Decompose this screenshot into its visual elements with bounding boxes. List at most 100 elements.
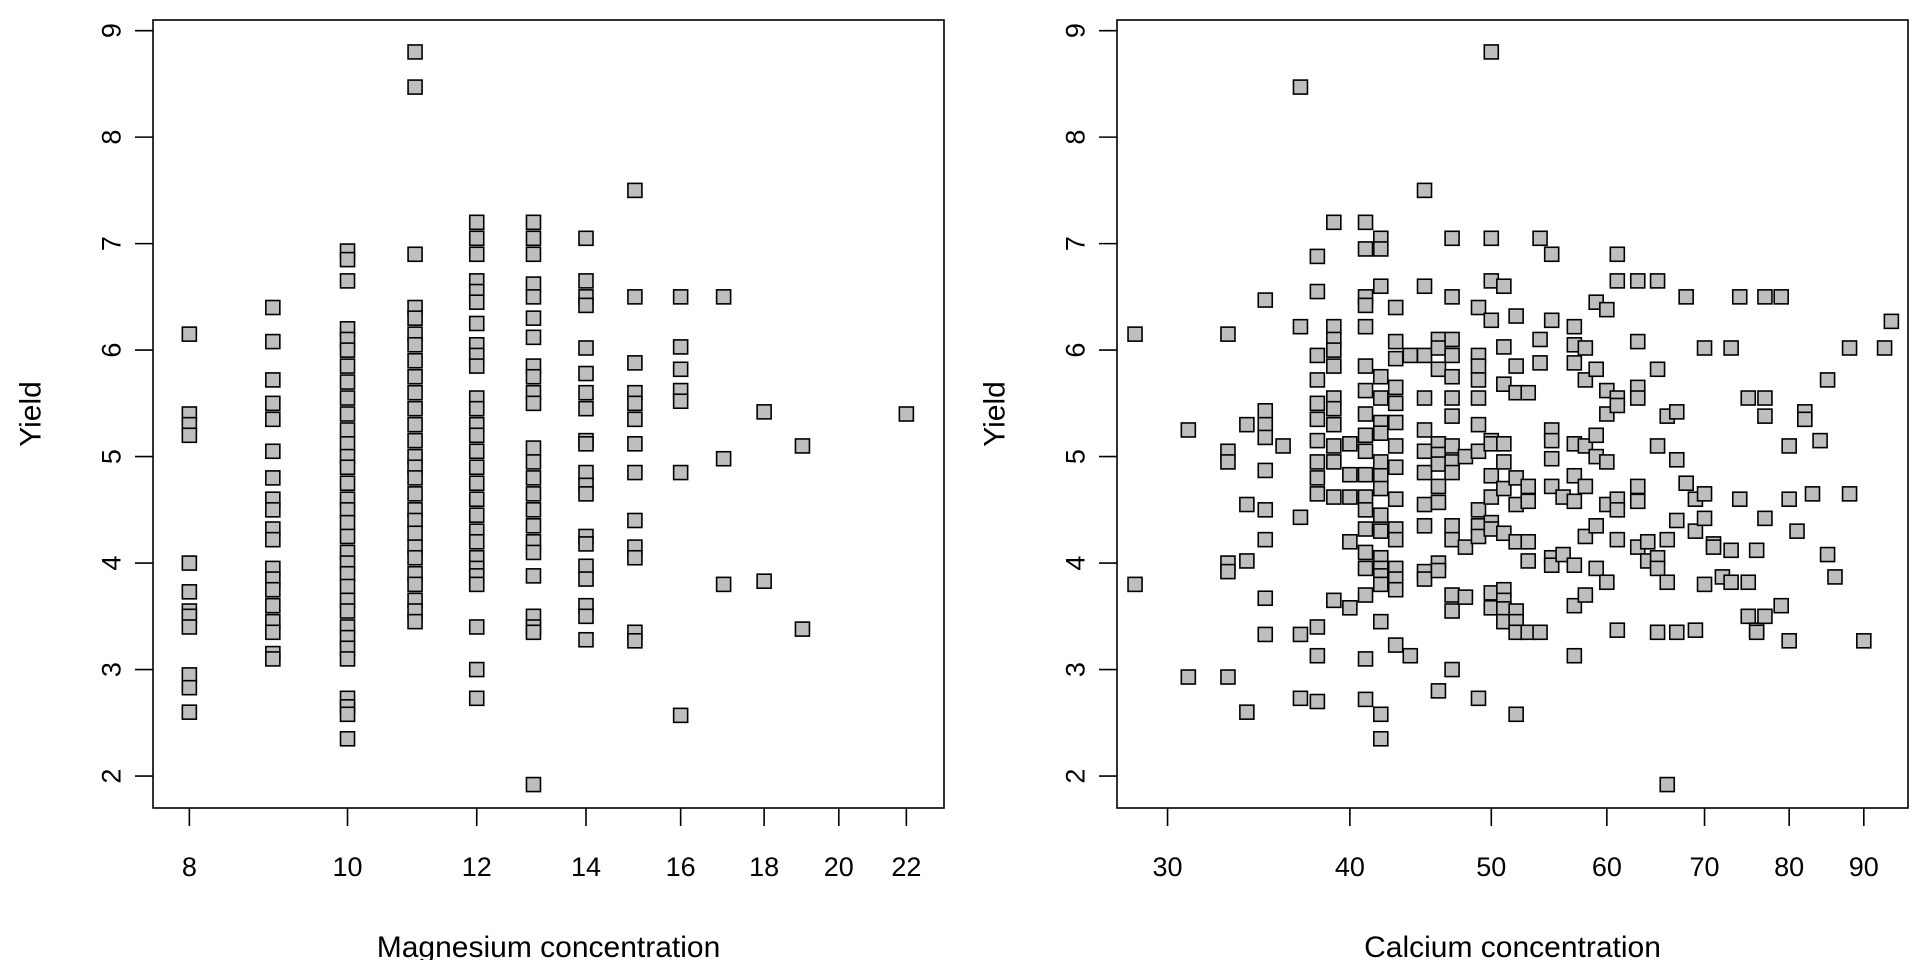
data-point	[1470, 690, 1487, 707]
data-point	[525, 395, 542, 412]
data-point	[525, 518, 542, 534]
data-point	[1292, 79, 1309, 95]
data-point	[1819, 546, 1836, 563]
data-point	[1357, 241, 1374, 257]
data-point	[1496, 339, 1512, 355]
data-point	[1532, 331, 1548, 348]
data-point	[1326, 416, 1342, 433]
x-axis: 8 10 12 14 16 18 20 22	[182, 808, 921, 882]
data-point	[1457, 589, 1474, 605]
data-point	[1457, 539, 1474, 555]
data-point	[1309, 470, 1326, 486]
data-point	[1496, 278, 1512, 295]
data-point	[1520, 493, 1537, 510]
data-point	[1220, 563, 1236, 580]
data-point	[1239, 553, 1255, 569]
data-point	[1430, 562, 1447, 579]
data-point	[1357, 318, 1374, 335]
data-point	[339, 358, 356, 374]
data-point	[1342, 533, 1358, 550]
data-point	[1326, 400, 1342, 417]
data-point	[407, 432, 423, 449]
data-point	[339, 342, 356, 358]
data-point	[672, 393, 689, 410]
data-point	[265, 299, 281, 316]
x-tick-label: 18	[749, 852, 779, 882]
x-tick-label: 20	[824, 852, 854, 882]
data-point	[407, 486, 423, 502]
data-point	[1444, 661, 1460, 678]
data-point	[578, 631, 594, 648]
data-point	[339, 475, 356, 492]
data-point	[1257, 462, 1274, 479]
data-point	[1326, 438, 1342, 454]
data-point	[756, 404, 772, 420]
data-point	[1599, 574, 1615, 591]
data-point	[1757, 408, 1773, 424]
data-point	[1326, 592, 1342, 609]
data-point	[1781, 633, 1797, 649]
data-point	[1723, 542, 1739, 559]
y-tick-label: 8	[96, 130, 126, 145]
data-point	[265, 531, 281, 548]
data-point	[1430, 340, 1447, 356]
data-point	[1827, 569, 1843, 585]
data-point	[407, 525, 423, 542]
data-point	[181, 555, 198, 571]
data-point	[1309, 411, 1326, 428]
data-point	[525, 454, 542, 470]
data-point	[1357, 406, 1374, 422]
data-point	[1357, 502, 1374, 518]
data-point	[627, 633, 643, 649]
data-point	[407, 336, 423, 353]
data-point	[1483, 489, 1500, 505]
data-point	[339, 528, 356, 545]
data-point	[1496, 525, 1512, 542]
data-point	[1372, 390, 1389, 406]
data-point	[468, 491, 485, 507]
data-point	[525, 544, 542, 561]
data-point	[1444, 230, 1460, 247]
data-point	[1387, 581, 1404, 598]
y-tick-label: 6	[1060, 343, 1090, 358]
data-point	[1520, 384, 1537, 401]
data-point	[1687, 523, 1704, 539]
data-point	[1609, 397, 1626, 414]
y-tick-label: 2	[96, 769, 126, 784]
data-point	[339, 603, 356, 619]
data-point	[1357, 214, 1374, 231]
data-point	[1342, 436, 1358, 452]
data-point	[265, 624, 281, 641]
data-point	[1220, 669, 1236, 685]
data-point	[1357, 466, 1374, 483]
data-point	[1309, 619, 1326, 635]
y-tick-label: 4	[96, 556, 126, 571]
data-point	[578, 230, 594, 247]
data-point	[1841, 340, 1858, 356]
data-point	[1748, 624, 1765, 641]
data-point	[1508, 358, 1524, 374]
data-point	[1723, 574, 1739, 591]
data-point	[1668, 404, 1685, 420]
data-point	[1387, 438, 1404, 454]
data-point	[578, 273, 594, 289]
y-tick-label: 9	[96, 23, 126, 38]
data-point	[627, 436, 643, 452]
data-point	[265, 581, 281, 598]
data-point	[1444, 603, 1460, 619]
data-point	[578, 486, 594, 502]
data-point	[1856, 633, 1872, 649]
data-point	[1416, 390, 1433, 406]
data-point	[1588, 518, 1604, 534]
data-point	[1696, 340, 1713, 356]
data-point	[627, 549, 643, 566]
data-point	[1609, 246, 1626, 263]
data-point	[1649, 438, 1666, 454]
data-point	[1357, 427, 1374, 444]
data-point	[1444, 390, 1460, 406]
data-point	[1342, 600, 1358, 616]
data-point	[1416, 422, 1433, 438]
data-point	[468, 507, 485, 523]
data-point	[525, 568, 542, 584]
data-point	[1357, 544, 1374, 561]
